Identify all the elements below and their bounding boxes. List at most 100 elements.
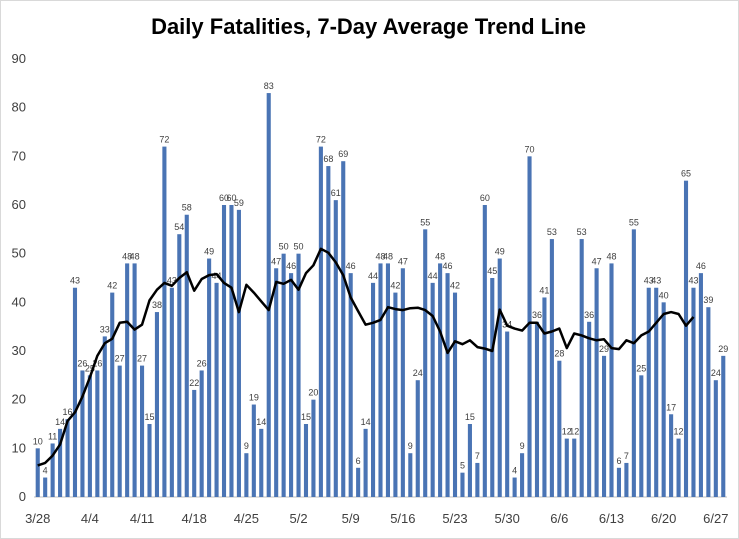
bar-data-label: 27 xyxy=(137,354,147,364)
bar xyxy=(438,263,443,497)
bar-data-label: 42 xyxy=(450,281,460,291)
bar xyxy=(579,239,584,498)
bar-data-label: 15 xyxy=(301,412,311,422)
bar-data-label: 45 xyxy=(487,266,497,276)
bar xyxy=(512,477,517,497)
bar xyxy=(713,380,718,497)
bar xyxy=(393,292,398,497)
bar xyxy=(50,443,55,497)
bar xyxy=(616,467,622,497)
bar xyxy=(207,258,212,497)
bar-data-label: 12 xyxy=(674,427,684,437)
bar-data-label: 60 xyxy=(226,193,236,203)
bar xyxy=(356,467,361,497)
bar xyxy=(65,419,70,497)
bar xyxy=(125,263,130,497)
bar xyxy=(214,282,219,497)
bar-data-label: 28 xyxy=(554,349,564,359)
bar-data-label: 26 xyxy=(77,358,87,368)
x-tick-label: 3/28 xyxy=(25,511,50,526)
bar-data-label: 47 xyxy=(398,256,408,266)
bar xyxy=(311,399,316,497)
bar-data-label: 26 xyxy=(197,358,207,368)
bar-data-label: 42 xyxy=(107,281,117,291)
bar-data-label: 24 xyxy=(413,368,423,378)
bar xyxy=(221,205,227,497)
bar xyxy=(58,428,63,497)
y-tick-label: 50 xyxy=(12,246,26,261)
bar-data-label: 12 xyxy=(562,427,572,437)
bar xyxy=(341,161,346,497)
bar-data-label: 4 xyxy=(43,466,48,476)
bar-data-label: 46 xyxy=(443,261,453,271)
bar-data-label: 14 xyxy=(361,417,371,427)
bar xyxy=(646,287,651,497)
bar-data-label: 6 xyxy=(616,456,621,466)
x-tick-label: 5/2 xyxy=(289,511,307,526)
bar-data-label: 7 xyxy=(624,451,629,461)
bar-data-label: 14 xyxy=(55,417,65,427)
bar-data-label: 47 xyxy=(271,256,281,266)
bar xyxy=(348,273,353,497)
chart-title: Daily Fatalities, 7-Day Average Trend Li… xyxy=(151,14,586,39)
bar-data-label: 44 xyxy=(368,271,378,281)
bar-data-label: 60 xyxy=(219,193,229,203)
bar xyxy=(184,214,189,497)
bar-data-label: 33 xyxy=(100,324,110,334)
bar xyxy=(199,370,204,497)
bar xyxy=(691,287,696,497)
bar-data-label: 6 xyxy=(356,456,361,466)
bar xyxy=(43,477,48,497)
y-tick-label: 40 xyxy=(12,294,26,309)
bar-data-label: 11 xyxy=(48,431,57,441)
bar-data-label: 53 xyxy=(547,227,557,237)
bar xyxy=(587,321,592,497)
bar-data-label: 46 xyxy=(696,261,706,271)
bar-data-label: 4 xyxy=(512,466,517,476)
bar-data-label: 43 xyxy=(70,276,80,286)
bar xyxy=(520,453,525,497)
bar-data-label: 55 xyxy=(629,217,639,227)
bar-data-label: 44 xyxy=(428,271,438,281)
bar-data-label: 9 xyxy=(520,441,525,451)
bar xyxy=(296,253,301,497)
x-tick-label: 4/11 xyxy=(130,511,154,526)
y-tick-label: 70 xyxy=(12,148,26,163)
bar-data-label: 9 xyxy=(408,441,413,451)
bar xyxy=(676,438,681,497)
bar xyxy=(147,424,152,497)
x-tick-label: 5/16 xyxy=(390,511,415,526)
bar xyxy=(534,321,540,497)
bar xyxy=(400,268,405,497)
bar-data-label: 50 xyxy=(279,242,289,252)
bar xyxy=(475,462,480,497)
bar xyxy=(452,292,458,497)
bar xyxy=(154,312,160,497)
bar-data-label: 36 xyxy=(532,310,542,320)
y-tick-label: 60 xyxy=(12,197,26,212)
bar-data-label: 29 xyxy=(718,344,728,354)
x-tick-label: 5/9 xyxy=(342,511,360,526)
bar xyxy=(601,355,607,497)
bar xyxy=(549,239,554,498)
bar xyxy=(229,205,234,497)
x-tick-label: 4/18 xyxy=(182,511,207,526)
bar xyxy=(370,282,376,497)
bar-data-label: 29 xyxy=(599,344,609,354)
bar-data-label: 9 xyxy=(244,441,249,451)
bar xyxy=(274,268,279,497)
bar xyxy=(654,287,659,497)
bar xyxy=(385,263,391,497)
bar xyxy=(505,331,510,497)
bar-data-label: 53 xyxy=(577,227,587,237)
bar-data-label: 61 xyxy=(331,188,341,198)
bar xyxy=(281,253,286,497)
bar-data-label: 54 xyxy=(174,222,184,232)
bar-data-label: 43 xyxy=(167,276,177,286)
bar-data-label: 43 xyxy=(651,276,661,286)
bar-data-label: 49 xyxy=(495,247,505,257)
bar-data-label: 15 xyxy=(465,412,475,422)
bar-data-label: 19 xyxy=(249,393,259,403)
